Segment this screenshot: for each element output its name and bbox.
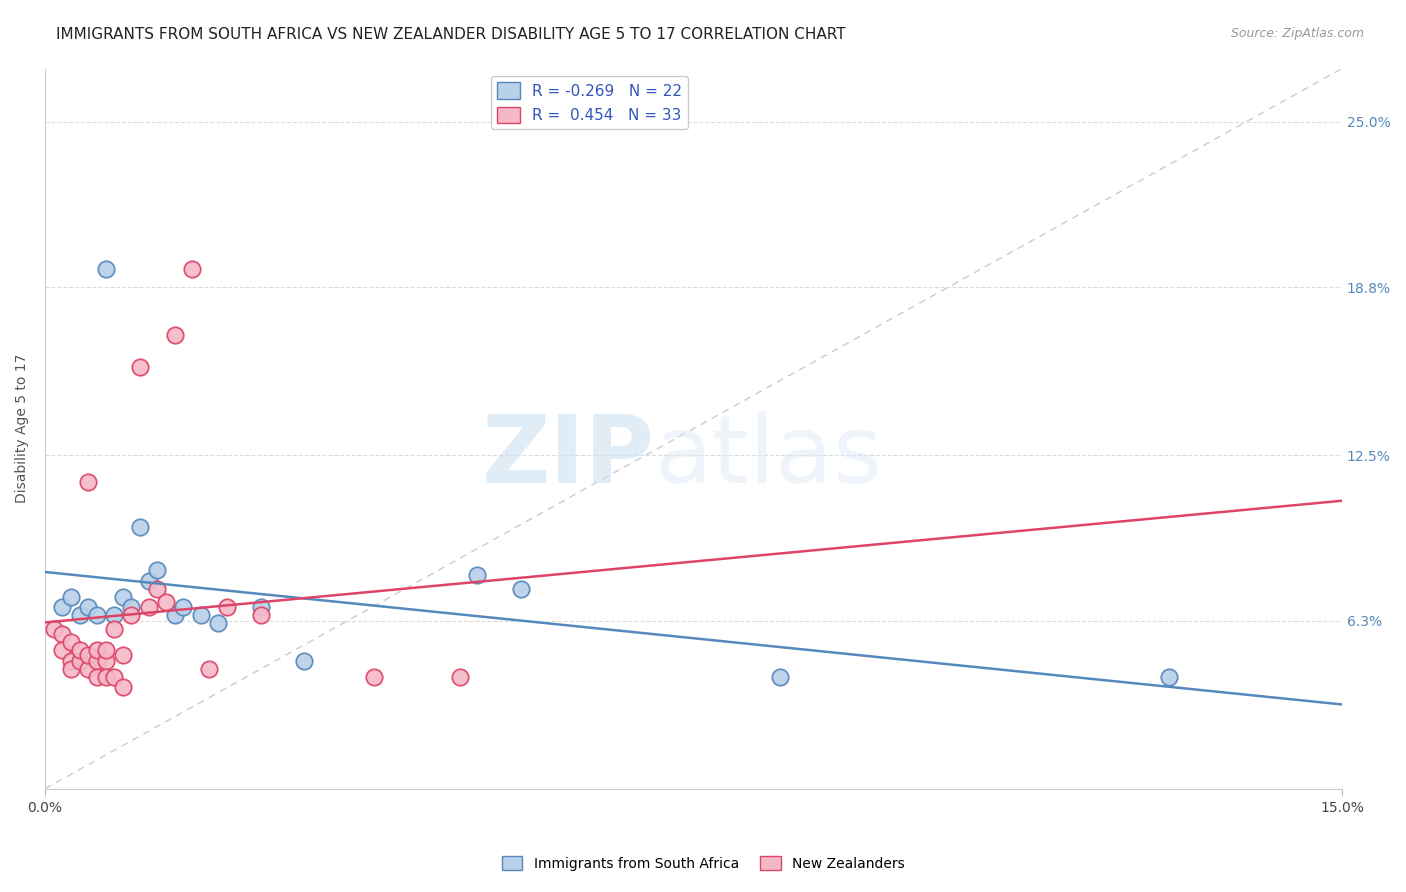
Point: [77, 662, 100, 676]
Point: [77, 475, 100, 489]
Text: ZIP: ZIP: [482, 411, 655, 503]
Point: [449, 670, 471, 684]
Point: [77, 600, 100, 615]
Point: [77, 648, 100, 663]
Point: [769, 670, 792, 684]
Point: [103, 608, 125, 623]
Point: [172, 600, 194, 615]
Point: [146, 582, 169, 596]
Point: [111, 681, 134, 695]
Point: [94, 670, 117, 684]
Point: [111, 648, 134, 663]
Point: [103, 622, 125, 636]
Point: [94, 643, 117, 657]
Point: [69, 654, 91, 668]
Point: [103, 670, 125, 684]
Point: [86, 654, 108, 668]
Point: [69, 643, 91, 657]
Point: [198, 662, 221, 676]
Point: [163, 328, 186, 343]
Point: [163, 608, 186, 623]
Point: [59, 635, 82, 649]
Text: Source: ZipAtlas.com: Source: ZipAtlas.com: [1230, 27, 1364, 40]
Point: [120, 600, 142, 615]
Point: [51, 627, 73, 641]
Point: [138, 600, 160, 615]
Point: [207, 616, 229, 631]
Point: [181, 261, 204, 276]
Point: [155, 595, 177, 609]
Point: [129, 360, 152, 375]
Point: [215, 600, 238, 615]
Point: [465, 568, 488, 582]
Point: [129, 520, 152, 534]
Point: [51, 643, 73, 657]
Point: [94, 654, 117, 668]
Point: [42, 622, 65, 636]
Point: [111, 590, 134, 604]
Point: [146, 563, 169, 577]
Point: [363, 670, 385, 684]
Point: [250, 600, 273, 615]
Point: [69, 608, 91, 623]
Point: [138, 574, 160, 588]
Y-axis label: Disability Age 5 to 17: Disability Age 5 to 17: [15, 354, 30, 503]
Point: [1157, 670, 1180, 684]
Point: [59, 662, 82, 676]
Point: [190, 608, 212, 623]
Point: [51, 600, 73, 615]
Point: [120, 608, 142, 623]
Legend: R = -0.269   N = 22, R =  0.454   N = 33: R = -0.269 N = 22, R = 0.454 N = 33: [491, 76, 689, 129]
Point: [292, 654, 315, 668]
Point: [86, 643, 108, 657]
Legend: Immigrants from South Africa, New Zealanders: Immigrants from South Africa, New Zealan…: [496, 850, 910, 876]
Point: [509, 582, 531, 596]
Point: [86, 670, 108, 684]
Point: [94, 261, 117, 276]
Text: IMMIGRANTS FROM SOUTH AFRICA VS NEW ZEALANDER DISABILITY AGE 5 TO 17 CORRELATION: IMMIGRANTS FROM SOUTH AFRICA VS NEW ZEAL…: [56, 27, 846, 42]
Point: [250, 608, 273, 623]
Point: [59, 590, 82, 604]
Point: [59, 654, 82, 668]
Point: [86, 608, 108, 623]
Text: atlas: atlas: [655, 411, 883, 503]
